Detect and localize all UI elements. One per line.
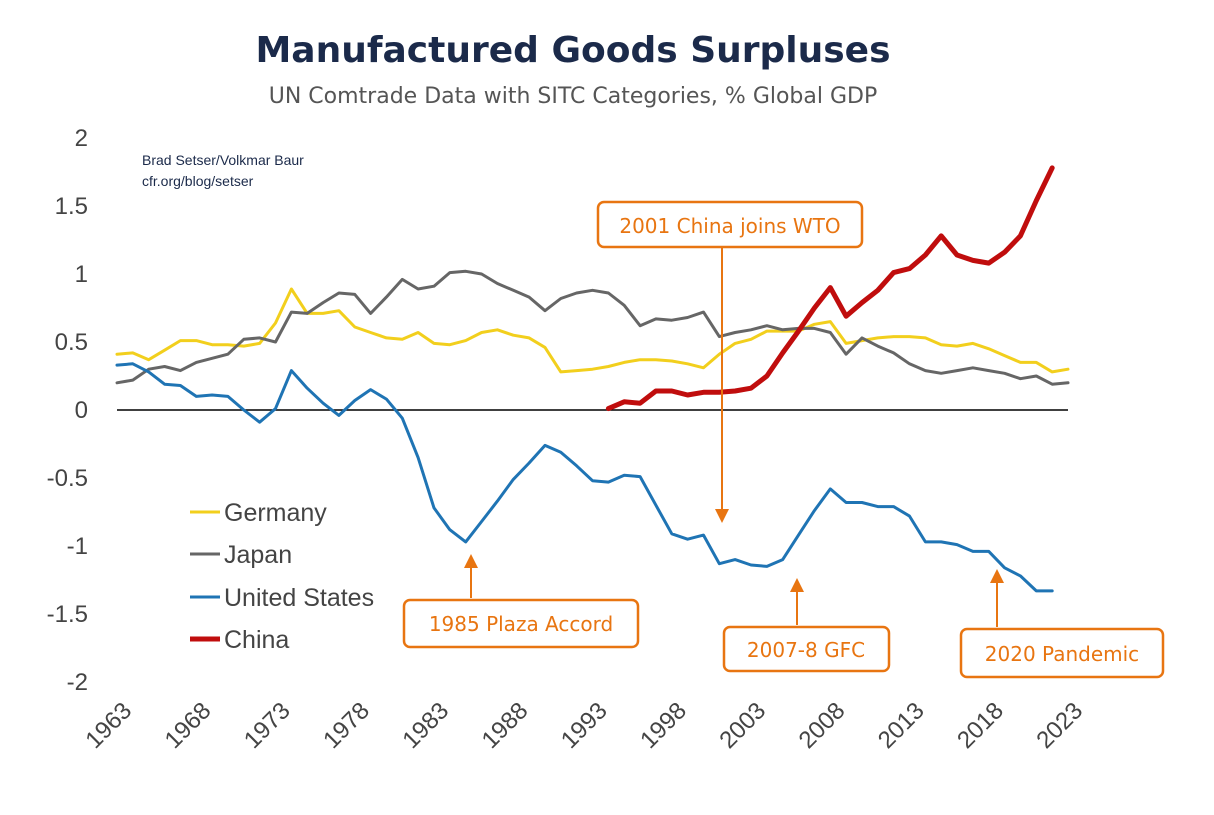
x-tick-label: 1998 [635,697,692,754]
y-tick-label: 2 [75,125,88,152]
legend-label: China [224,626,289,654]
y-tick-label: -1 [67,533,88,560]
annotation-label: 2020 Pandemic [985,642,1139,666]
x-tick-label: 1983 [397,697,454,754]
credit-url: cfr.org/blog/setser [142,173,254,189]
legend-label: Germany [224,499,327,527]
x-tick-label: 1968 [160,697,217,754]
x-tick-label: 1993 [556,697,613,754]
y-tick-label: 0.5 [55,329,88,356]
annotation-box [402,598,640,649]
y-tick-label: 0 [75,397,88,424]
series-line-japan [115,269,1070,386]
y-tick-label: -0.5 [47,465,88,492]
y-tick-label: -2 [67,669,88,696]
y-axis: 2 1.5 1 0.5 0 -0.5 -1 -1.5 -2 [47,125,88,696]
plot-area [115,165,1070,593]
chart-title: Manufactured Goods Surpluses [255,30,890,71]
x-tick-label: 2023 [1031,697,1088,754]
y-tick-label: -1.5 [47,601,88,628]
annotation-label: 2007-8 GFC [747,638,865,662]
legend-label: United States [224,584,374,612]
legend: Germany Japan United States China [190,499,374,654]
series-line-china [605,165,1055,412]
annotation-label: 1985 Plaza Accord [429,612,613,636]
annotation-box [959,627,1165,679]
annotations: 2001 China joins WTO 1985 Plaza Accord 200… [402,200,1165,679]
x-tick-label: 2018 [952,697,1009,754]
annotation-arrowhead [464,554,478,568]
chart-subtitle: UN Comtrade Data with SITC Categories, %… [269,84,878,109]
annotation-arrowhead [790,578,804,592]
annotation-arrowhead [715,509,729,523]
series-line-germany [115,287,1070,374]
x-tick-label: 2008 [794,697,851,754]
x-axis: 1963 1968 1973 1978 1983 1988 1993 1998 2003 2008… [80,697,1088,754]
x-tick-label: 1963 [80,697,137,754]
annotation-box [722,625,891,673]
annotation-arrowhead [990,569,1004,583]
legend-label: Japan [224,541,292,569]
x-tick-label: 1978 [318,697,375,754]
y-tick-label: 1 [75,261,88,288]
x-tick-label: 1973 [239,697,296,754]
x-tick-label: 2003 [714,697,771,754]
annotation-label: 2001 China joins WTO [619,214,840,238]
annotation-box [596,200,864,249]
series-line-united-states [115,362,1054,593]
y-tick-label: 1.5 [55,193,88,220]
x-tick-label: 1988 [477,697,534,754]
credit-author: Brad Setser/Volkmar Baur [142,152,304,168]
x-tick-label: 2013 [873,697,930,754]
